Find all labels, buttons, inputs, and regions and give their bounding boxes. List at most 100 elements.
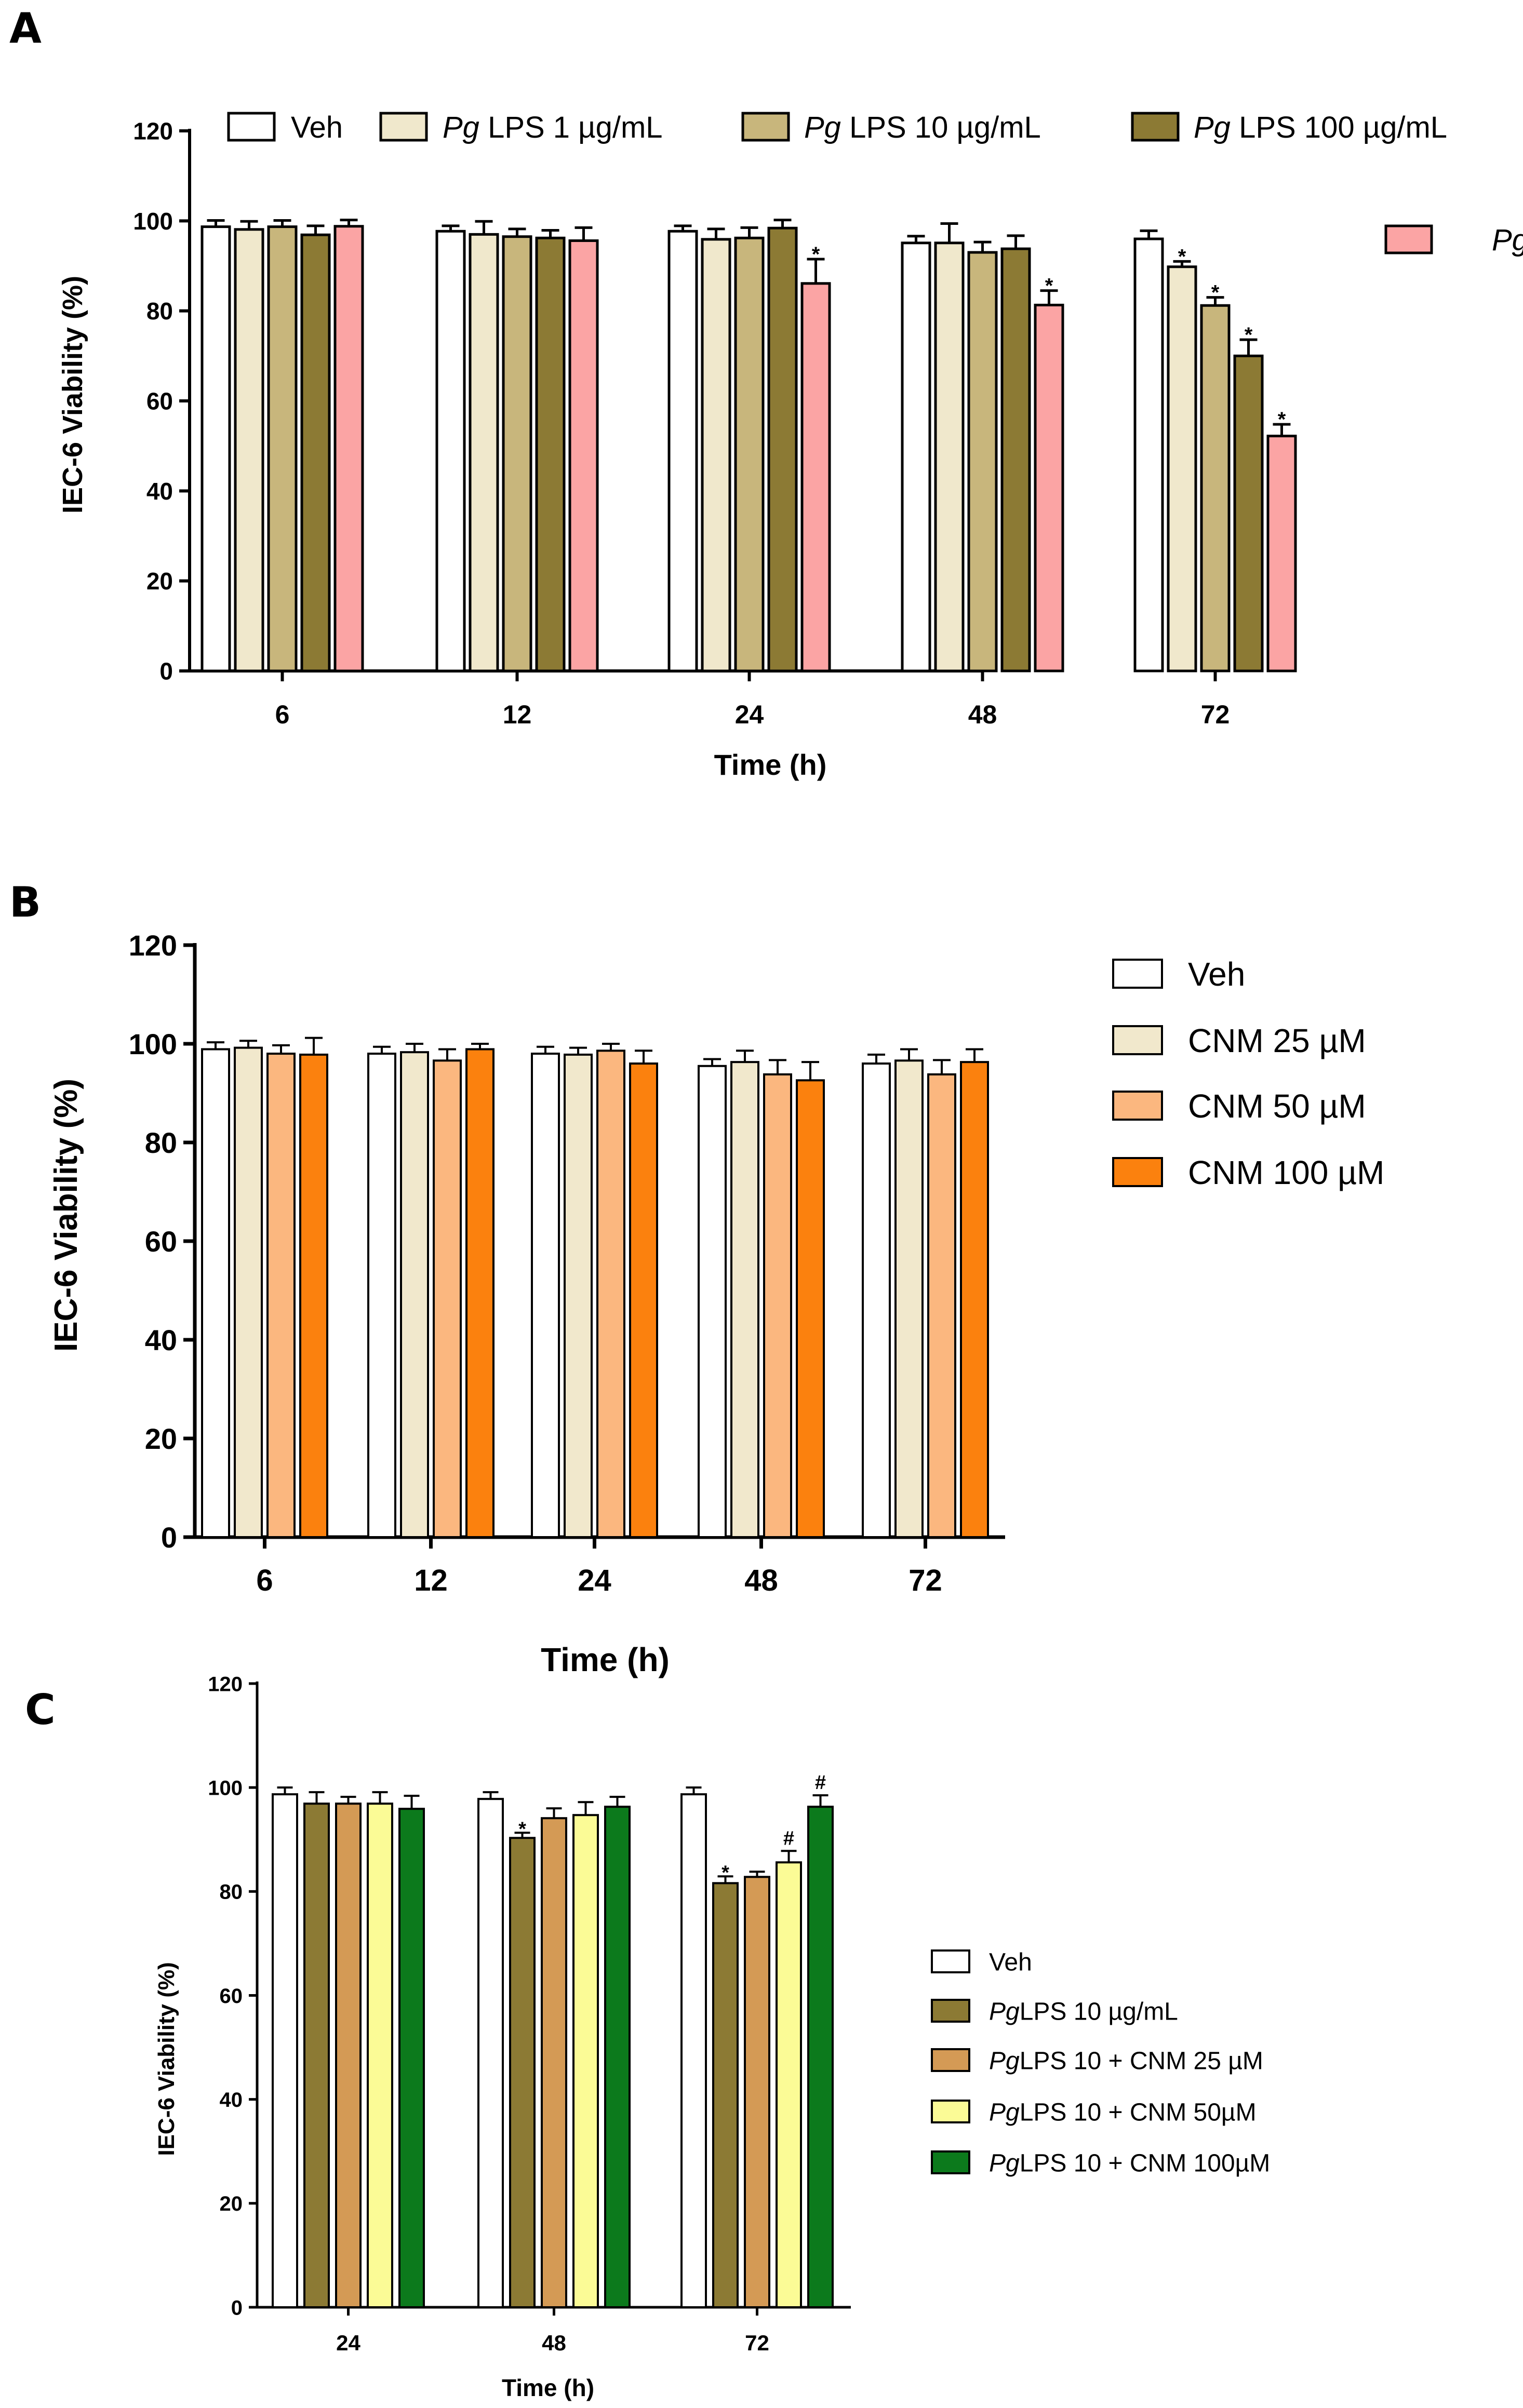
bar bbox=[596, 1050, 625, 1539]
bar bbox=[234, 228, 264, 672]
bar bbox=[541, 1817, 567, 2308]
legend-swatch bbox=[741, 112, 790, 142]
bar bbox=[509, 1837, 536, 2309]
bar bbox=[800, 282, 831, 672]
bar bbox=[776, 1861, 802, 2308]
legend-label-text: Veh bbox=[989, 1948, 1032, 1976]
bar bbox=[934, 241, 965, 672]
bar bbox=[435, 230, 466, 672]
bar bbox=[234, 1046, 263, 1538]
y-tick-label: 80 bbox=[220, 1881, 243, 1904]
bar bbox=[477, 1798, 504, 2309]
y-tick-label: 100 bbox=[129, 1028, 177, 1060]
legend-label-italic: Pg bbox=[989, 2047, 1020, 2075]
panel-a-letter: A bbox=[9, 4, 42, 52]
bar bbox=[744, 1876, 770, 2309]
legend-swatch bbox=[227, 112, 276, 142]
bar bbox=[535, 236, 566, 672]
bar bbox=[629, 1062, 658, 1538]
y-tick-label: 100 bbox=[208, 1777, 243, 1800]
bar bbox=[901, 241, 931, 672]
legend-label-italic: Pg bbox=[443, 111, 479, 144]
bar bbox=[201, 225, 231, 672]
bar bbox=[862, 1062, 891, 1538]
bar bbox=[1200, 304, 1231, 672]
legend-label: Veh bbox=[989, 1948, 1032, 1976]
bar bbox=[572, 1814, 599, 2309]
bar bbox=[763, 1073, 792, 1538]
panel-b-xlabel: Time (h) bbox=[541, 1641, 670, 1678]
bar bbox=[266, 1053, 296, 1538]
bar bbox=[465, 1048, 495, 1538]
bar bbox=[730, 1061, 759, 1538]
significance-marker: # bbox=[815, 1772, 826, 1794]
significance-marker: * bbox=[1045, 275, 1053, 298]
bar bbox=[894, 1059, 924, 1539]
panel-b-letter: B bbox=[9, 878, 41, 926]
legend-swatch bbox=[1112, 1091, 1163, 1121]
legend-label: CNM 50 µM bbox=[1188, 1087, 1366, 1125]
y-tick-label: 100 bbox=[133, 208, 173, 235]
legend-label: Veh bbox=[1188, 956, 1245, 993]
bar bbox=[701, 238, 731, 672]
legend-swatch bbox=[931, 2150, 970, 2174]
legend-swatch bbox=[931, 2048, 970, 2072]
bar bbox=[303, 1802, 330, 2308]
x-tick-label: 24 bbox=[735, 700, 764, 729]
bar bbox=[667, 230, 698, 672]
panel-a: A IEC-6 Viability (%) Time (h) 0 20 40 60 80… bbox=[9, 4, 1523, 781]
bar bbox=[1233, 354, 1264, 672]
legend-label-italic: Pg bbox=[989, 1998, 1020, 2025]
bar bbox=[335, 1802, 362, 2308]
y-tick-label: 40 bbox=[220, 2089, 243, 2111]
bar bbox=[469, 233, 499, 672]
bar bbox=[712, 1882, 739, 2309]
legend-label: Pg LPS 100 µg/mL bbox=[1194, 111, 1447, 144]
panel-a-ylabel: IEC-6 Viability (%) bbox=[57, 276, 88, 514]
bar bbox=[1266, 435, 1297, 672]
panel-c: C IEC-6 Viability (%) Time (h) 0 20 40 60 80… bbox=[25, 1673, 1270, 2401]
panel-b: B IEC-6 Viability (%) Time (h) 0 20 40 60 80… bbox=[9, 878, 1384, 1678]
bar bbox=[272, 1793, 298, 2308]
bar bbox=[807, 1806, 834, 2308]
legend-label-text: LPS 10 + CNM 25 µM bbox=[1020, 2047, 1263, 2075]
legend-label-italic: Pg bbox=[989, 2098, 1020, 2126]
y-tick-label: 20 bbox=[220, 2192, 243, 2215]
legend-label: Pg LPS 1 µg/mL bbox=[443, 111, 663, 144]
bar bbox=[967, 251, 998, 672]
legend-label: PgLPS 10 + CNM 25 µM bbox=[989, 2047, 1263, 2075]
legend-swatch bbox=[1112, 1157, 1163, 1187]
legend-swatch bbox=[1131, 112, 1180, 142]
x-tick-label: 6 bbox=[275, 700, 290, 729]
legend-label-text: Veh bbox=[291, 111, 343, 144]
legend-swatch bbox=[931, 2100, 970, 2123]
y-tick-label: 120 bbox=[133, 118, 173, 145]
bar bbox=[300, 233, 331, 672]
significance-marker: * bbox=[812, 243, 820, 266]
legend-label: Veh bbox=[291, 111, 343, 144]
y-tick-label: 20 bbox=[145, 1422, 177, 1455]
bar bbox=[927, 1073, 956, 1538]
legend-label-text: LPS 100 µg/mL bbox=[1231, 111, 1447, 144]
y-tick-label: 60 bbox=[220, 1985, 243, 2008]
panel-c-ylabel: IEC-6 Viability (%) bbox=[154, 1962, 179, 2156]
bar bbox=[604, 1806, 631, 2308]
significance-marker: * bbox=[1178, 245, 1186, 268]
y-tick-label: 0 bbox=[161, 1521, 177, 1554]
bar bbox=[568, 239, 599, 672]
panel-c-xlabel: Time (h) bbox=[502, 2374, 594, 2401]
x-tick-label: 72 bbox=[1201, 700, 1230, 729]
legend-swatch bbox=[931, 1949, 970, 1973]
y-tick-label: 20 bbox=[146, 568, 173, 595]
bar bbox=[531, 1053, 560, 1538]
legend-label: PgLPS 10 µg/mL bbox=[989, 1998, 1178, 2025]
legend-label-italic: Pg bbox=[989, 2149, 1020, 2177]
significance-marker: * bbox=[1278, 408, 1286, 431]
legend-label-text: CNM 100 µM bbox=[1188, 1154, 1384, 1191]
panel-b-ylabel: IEC-6 Viability (%) bbox=[48, 1079, 84, 1352]
bar bbox=[698, 1065, 727, 1538]
bar bbox=[960, 1061, 989, 1538]
legend-label-text: CNM 25 µM bbox=[1188, 1022, 1366, 1059]
significance-marker: * bbox=[722, 1862, 729, 1884]
